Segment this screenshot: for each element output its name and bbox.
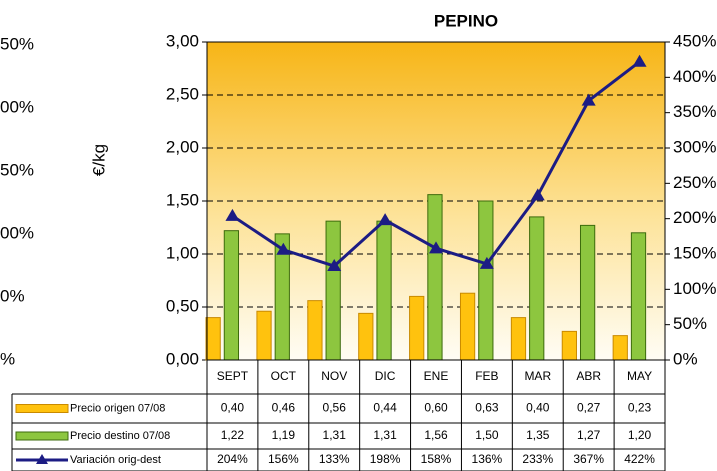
marker	[276, 242, 291, 255]
table-value: 0,63	[475, 401, 499, 415]
bar	[529, 216, 545, 361]
bar	[307, 300, 323, 361]
y-axis-title: €/kg	[89, 144, 108, 176]
clipped-axis-label: 50%	[0, 34, 34, 53]
table-value: 0,46	[272, 401, 296, 415]
y-tick-label: 1,00	[166, 243, 199, 262]
x-tick-label: MAY	[627, 369, 652, 383]
table-value: 367%	[573, 452, 604, 466]
x-tick-label: ABR	[576, 369, 601, 383]
table-value: 133%	[319, 452, 350, 466]
marker	[632, 54, 647, 67]
bar	[630, 232, 647, 361]
y-tick-label: 2,50	[166, 84, 199, 103]
table-value: 136%	[472, 452, 503, 466]
y-tick-label: 1,50	[166, 190, 199, 209]
bar	[510, 317, 527, 361]
bar	[478, 200, 494, 361]
table-value: 1,50	[475, 428, 499, 442]
x-tick-label: SEPT	[217, 369, 249, 383]
table-value: 1,31	[323, 428, 347, 442]
y2-tick-label: 100%	[673, 279, 716, 298]
x-tick-label: OCT	[271, 369, 297, 383]
y-tick-label: 0,50	[166, 296, 199, 315]
marker	[581, 93, 596, 106]
table-value: 204%	[217, 452, 248, 466]
marker	[530, 188, 545, 201]
bar	[579, 224, 596, 361]
x-tick-label: ENE	[424, 369, 449, 383]
marker	[225, 208, 240, 221]
table-value: 1,22	[221, 428, 245, 442]
bar	[409, 295, 425, 361]
table-value: 1,20	[628, 428, 652, 442]
bar	[376, 220, 392, 361]
bar	[459, 292, 476, 361]
table-value: 422%	[624, 452, 655, 466]
legend-label: Precio destino 07/08	[70, 430, 170, 442]
clipped-axis-label: 00%	[0, 223, 34, 242]
y2-tick-label: 250%	[673, 173, 716, 192]
bar	[612, 335, 628, 361]
table-value: 198%	[370, 452, 401, 466]
marker	[429, 241, 443, 254]
legend-label: Variación orig-dest	[70, 454, 161, 466]
x-tick-label: MAR	[524, 369, 551, 383]
table-value: 0,40	[221, 401, 245, 415]
table-value: 1,27	[577, 428, 601, 442]
x-tick-label: DIC	[375, 369, 396, 383]
table-value: 0,60	[424, 401, 448, 415]
table-value: 0,56	[323, 401, 347, 415]
table-value: 233%	[522, 452, 553, 466]
y2-tick-label: 450%	[673, 31, 716, 50]
y2-tick-label: 350%	[673, 102, 716, 121]
bar	[205, 317, 221, 361]
clipped-axis-label: 00%	[0, 97, 34, 116]
table-value: 0,27	[577, 401, 601, 415]
clipped-axis-label: 0%	[0, 286, 25, 305]
marker	[479, 256, 494, 269]
table-value: 0,23	[628, 401, 652, 415]
marker	[327, 259, 342, 272]
table-value: 1,19	[272, 428, 296, 442]
table-value: 0,44	[373, 401, 397, 415]
legend-swatch	[15, 431, 69, 441]
table-value: 1,31	[373, 428, 397, 442]
y-tick-label: 3,00	[166, 31, 199, 50]
table-value: 1,56	[424, 428, 448, 442]
y2-tick-label: 150%	[673, 243, 716, 262]
legend-label: Precio origen 07/08	[70, 402, 165, 414]
bar	[325, 220, 341, 361]
bar	[256, 310, 272, 361]
legend-marker	[36, 454, 48, 464]
table-value: 156%	[268, 452, 299, 466]
y2-tick-label: 0%	[673, 349, 698, 368]
x-tick-label: NOV	[321, 369, 347, 383]
table-value: 1,35	[526, 428, 550, 442]
table-value: 0,40	[526, 401, 550, 415]
y-tick-label: 0,00	[166, 349, 199, 368]
y2-tick-label: 200%	[673, 208, 716, 227]
x-tick-label: FEB	[475, 369, 498, 383]
bar	[358, 312, 374, 361]
bar	[561, 330, 577, 361]
bar	[223, 230, 240, 361]
clipped-axis-label: 50%	[0, 160, 34, 179]
y-tick-label: 2,00	[166, 137, 199, 156]
clipped-axis-label: %	[0, 349, 15, 368]
marker	[378, 213, 393, 226]
legend-swatch	[15, 404, 69, 413]
bar	[427, 194, 443, 361]
y2-tick-label: 300%	[673, 137, 716, 156]
y2-tick-label: 50%	[673, 314, 707, 333]
table-value: 158%	[421, 452, 452, 466]
chart-title: PEPINO	[434, 11, 498, 30]
y2-tick-label: 400%	[673, 67, 716, 86]
